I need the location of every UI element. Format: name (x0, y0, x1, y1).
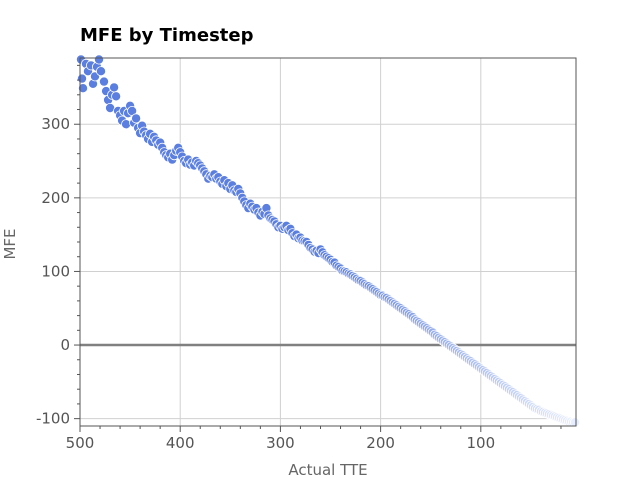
y-axis-label: MFE (1, 228, 19, 259)
chart-title: MFE by Timestep (80, 25, 254, 46)
y-tick-label: 300 (41, 115, 70, 133)
scatter-point (78, 83, 89, 94)
y-tick-label: 0 (60, 336, 70, 354)
scatter-point (131, 113, 142, 124)
y-tick-label: 100 (41, 262, 70, 280)
x-tick-label: 100 (466, 434, 495, 452)
data-points (76, 54, 581, 428)
y-axis-ticks: -100 0 100 200 300 (36, 64, 80, 428)
plot-area (80, 58, 576, 426)
x-tick-label: 300 (266, 434, 295, 452)
scatter-point (94, 54, 105, 65)
x-tick-label: 500 (66, 434, 95, 452)
scatter-point (109, 82, 120, 93)
scatter-point (96, 66, 107, 77)
scatter-point (77, 73, 88, 84)
y-tick-label: -100 (36, 410, 70, 428)
scatter-point (111, 91, 122, 102)
scatter-point (99, 76, 110, 87)
scatter-point (570, 417, 581, 428)
x-tick-label: 200 (366, 434, 395, 452)
y-tick-label: 200 (41, 189, 70, 207)
x-axis-ticks: 500 400 300 200 100 (66, 426, 562, 452)
x-axis-label: Actual TTE (288, 461, 367, 479)
x-tick-label: 400 (166, 434, 195, 452)
